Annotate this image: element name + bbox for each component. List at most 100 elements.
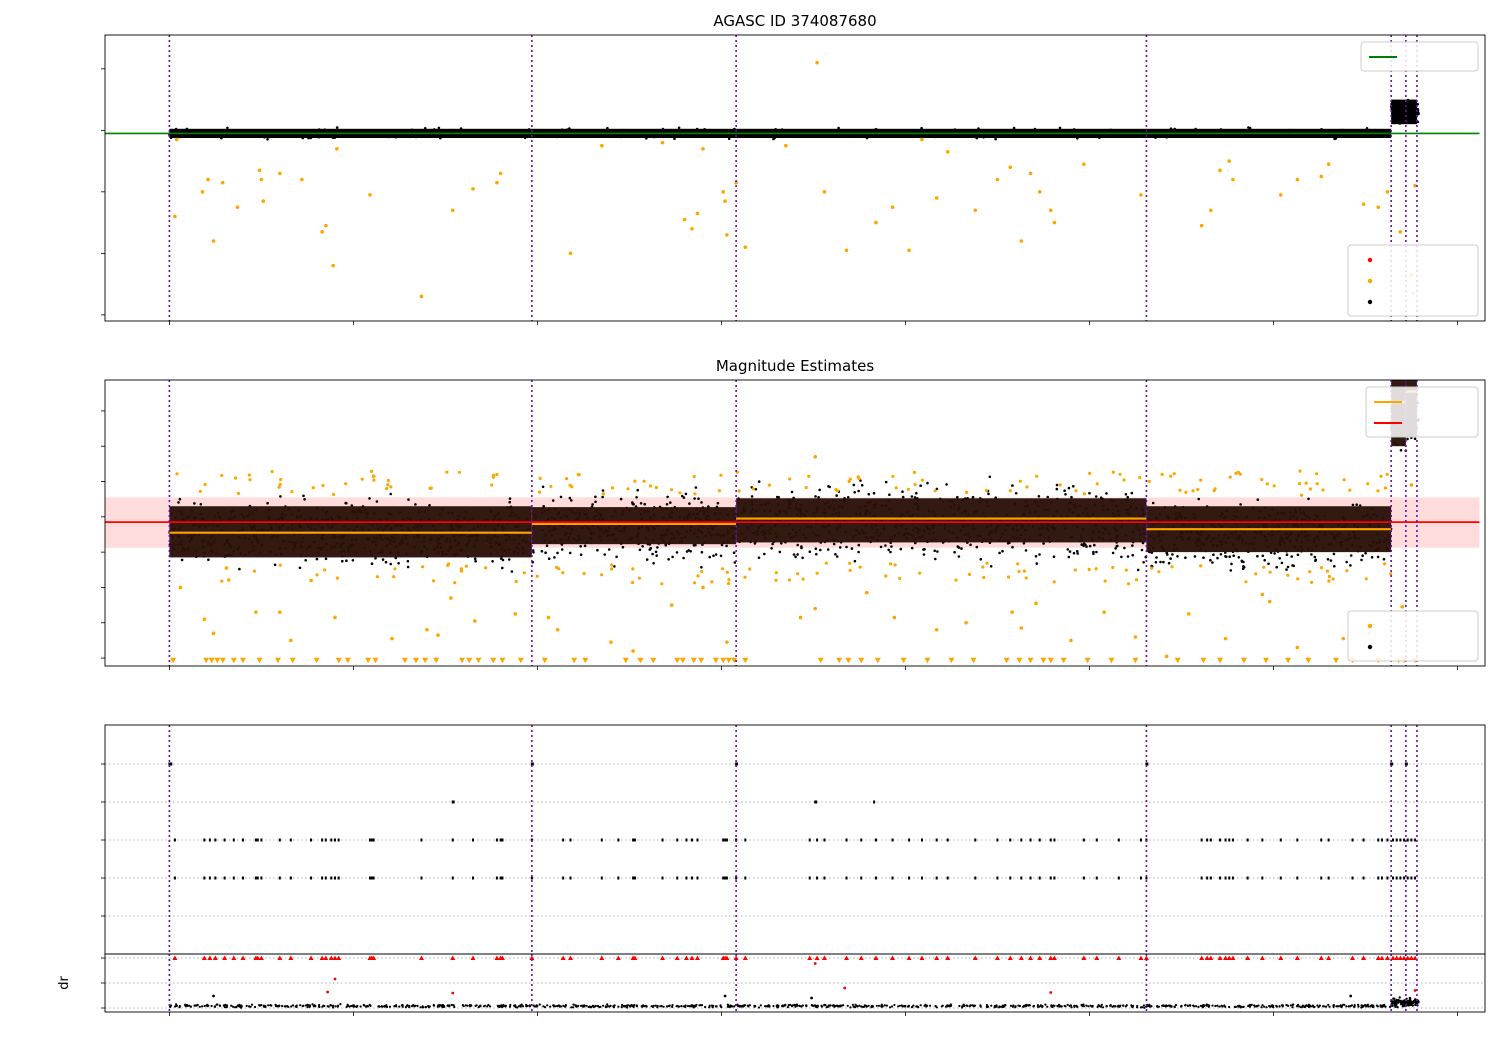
ok-point bbox=[650, 1005, 653, 1008]
ok-point bbox=[1393, 108, 1396, 112]
highlighted-point bbox=[236, 491, 241, 495]
panel2-title: Magnitude Estimates bbox=[716, 357, 874, 375]
ok-point bbox=[1211, 1004, 1214, 1007]
ok-point bbox=[853, 133, 856, 137]
highlighted-point bbox=[389, 485, 393, 489]
ok-point bbox=[899, 547, 903, 551]
highlighted-point bbox=[211, 631, 216, 636]
highlighted-point bbox=[368, 193, 372, 197]
ok-point bbox=[1184, 1004, 1187, 1007]
highlighted-below-range-marker bbox=[674, 657, 681, 664]
ok-point bbox=[832, 542, 836, 546]
ok-point bbox=[624, 129, 627, 132]
ok-point bbox=[770, 547, 773, 550]
ok-point bbox=[331, 1004, 335, 1007]
ok-point bbox=[307, 1004, 310, 1007]
ok-point bbox=[1257, 1004, 1260, 1007]
ok-point bbox=[863, 130, 867, 133]
flag-marker bbox=[816, 876, 819, 880]
ok-point bbox=[727, 1004, 730, 1007]
ok-point bbox=[1161, 1004, 1164, 1007]
dr-outlier-point bbox=[810, 996, 813, 1000]
ok-point bbox=[841, 129, 844, 132]
ok-point bbox=[1349, 1005, 1352, 1008]
panel-magnitude-estimates bbox=[101, 379, 1486, 670]
ok-point bbox=[1292, 1003, 1295, 1006]
highlighted-point bbox=[660, 140, 665, 145]
ok-point bbox=[990, 1004, 993, 1007]
highlighted-point bbox=[1008, 489, 1012, 493]
ok-point bbox=[1353, 1005, 1356, 1008]
highlighted-point bbox=[807, 474, 811, 478]
highlighted-point bbox=[320, 230, 324, 234]
ok-point bbox=[1171, 553, 1174, 556]
ok-point bbox=[213, 129, 216, 132]
ok-point bbox=[1310, 553, 1313, 556]
flag-marker bbox=[744, 876, 747, 880]
ok-point bbox=[1131, 544, 1134, 547]
ok-point bbox=[888, 1006, 892, 1009]
ok-point bbox=[1239, 1006, 1242, 1009]
highlighted-point bbox=[743, 245, 748, 249]
ok-point bbox=[1361, 554, 1364, 557]
ok-point bbox=[910, 495, 914, 498]
ok-point bbox=[1303, 1005, 1306, 1009]
ok-point bbox=[975, 545, 979, 549]
highlighted-point bbox=[692, 474, 696, 479]
ok-point bbox=[1399, 106, 1403, 110]
ok-point bbox=[1360, 558, 1363, 562]
ok-point bbox=[491, 560, 494, 563]
ok-point bbox=[514, 1004, 517, 1007]
ok-point bbox=[1413, 108, 1416, 112]
highlighted-below-range-marker bbox=[458, 657, 465, 664]
ok-point bbox=[1191, 130, 1195, 133]
highlighted-point bbox=[360, 477, 364, 481]
ok-point bbox=[523, 136, 527, 139]
ok-point bbox=[527, 128, 531, 131]
ok-point bbox=[1151, 501, 1155, 505]
highlighted-point bbox=[1010, 610, 1014, 614]
ok-point bbox=[1042, 542, 1045, 545]
highlighted-point bbox=[1260, 592, 1265, 597]
flag-marker bbox=[845, 838, 848, 842]
ok-point bbox=[596, 1004, 600, 1008]
dr-capped-marker bbox=[450, 955, 456, 960]
ok-point bbox=[1148, 1005, 1152, 1008]
ok-point bbox=[915, 491, 918, 495]
ok-point bbox=[517, 1005, 521, 1008]
highlighted-point bbox=[491, 475, 495, 479]
ok-point bbox=[1400, 114, 1404, 118]
ok-point bbox=[1406, 98, 1410, 102]
ok-point bbox=[336, 1004, 339, 1008]
ok-point bbox=[579, 545, 582, 548]
ok-point bbox=[1197, 497, 1200, 501]
ok-point bbox=[1035, 562, 1039, 565]
ok-point bbox=[205, 1004, 208, 1007]
flag-marker bbox=[330, 838, 333, 842]
highlighted-point bbox=[774, 571, 779, 575]
ok-point bbox=[933, 135, 937, 139]
dr-capped-marker bbox=[858, 955, 864, 960]
dr-outlier-point bbox=[1413, 989, 1417, 992]
ok-point bbox=[1060, 1005, 1063, 1008]
flag-marker bbox=[495, 876, 498, 880]
highlighted-point bbox=[874, 220, 878, 225]
flag-marker bbox=[860, 876, 863, 880]
ok-point bbox=[754, 1005, 757, 1008]
dr-capped-marker bbox=[742, 955, 748, 960]
flag-marker bbox=[451, 876, 454, 880]
flag-marker bbox=[1020, 838, 1023, 842]
flag-marker bbox=[633, 838, 636, 842]
highlighted-below-range-marker bbox=[698, 657, 705, 664]
ok-point bbox=[1066, 548, 1070, 551]
ok-point bbox=[225, 129, 229, 132]
ok-point bbox=[664, 543, 668, 547]
ok-point bbox=[712, 554, 715, 558]
highlighted-point bbox=[513, 612, 518, 616]
ok-point bbox=[901, 495, 905, 499]
ok-point bbox=[757, 556, 761, 559]
highlighted-point bbox=[894, 486, 898, 490]
highlighted-point bbox=[278, 563, 282, 567]
ok-point bbox=[1209, 558, 1212, 562]
ok-point bbox=[1322, 130, 1326, 133]
